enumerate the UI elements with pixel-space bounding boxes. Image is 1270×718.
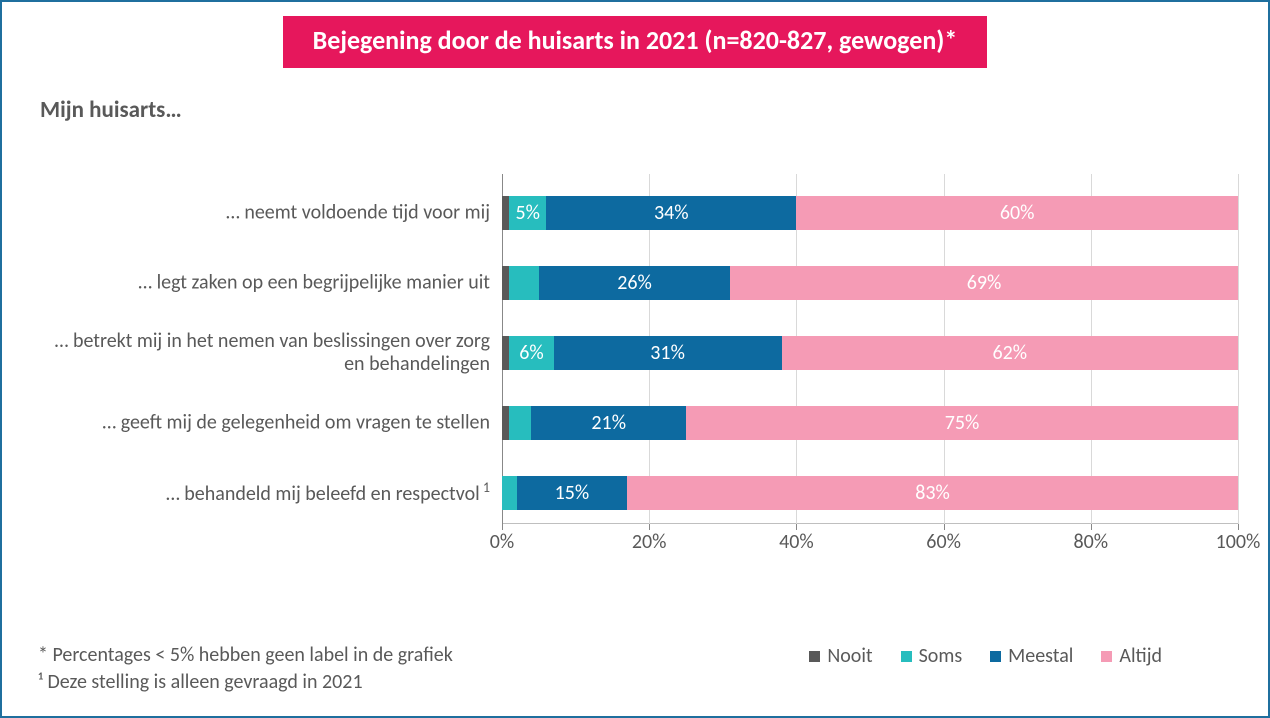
x-tick-label: 100% bbox=[1216, 530, 1261, 554]
bar-row: 21%75% bbox=[502, 406, 1238, 440]
bar-row: 5%34%60% bbox=[502, 196, 1238, 230]
bar-segment-meestal: 21% bbox=[531, 406, 686, 440]
bar-segment-altijd: 69% bbox=[730, 266, 1238, 300]
footnote-line: * Percentages < 5% hebben geen label in … bbox=[38, 642, 453, 669]
legend-item-nooit: Nooit bbox=[809, 644, 872, 668]
bar-row: 15%83% bbox=[502, 476, 1238, 510]
x-axis-line bbox=[502, 523, 1238, 524]
legend-item-altijd: Altijd bbox=[1101, 644, 1162, 668]
bar-row: 6%31%62% bbox=[502, 336, 1238, 370]
bar-segment-altijd: 62% bbox=[782, 336, 1238, 370]
category-label: … neemt voldoende tijd voor mij bbox=[50, 202, 490, 225]
legend-label: Soms bbox=[919, 644, 963, 668]
x-tick-label: 20% bbox=[632, 530, 667, 554]
legend-item-soms: Soms bbox=[901, 644, 963, 668]
legend-label: Meestal bbox=[1008, 644, 1073, 668]
legend-item-meestal: Meestal bbox=[990, 644, 1073, 668]
bar-segment-soms: 6% bbox=[509, 336, 553, 370]
legend-swatch bbox=[901, 651, 912, 662]
bar-segment-soms bbox=[509, 266, 538, 300]
chart-area: … neemt voldoende tijd voor mij … legt za… bbox=[32, 174, 1238, 554]
bar-row: 26%69% bbox=[502, 266, 1238, 300]
plot-area: 0%20%40%60%80%100%5%34%60%26%69%6%31%62%… bbox=[502, 174, 1238, 554]
chart-subtitle: Mijn huisarts… bbox=[40, 96, 1238, 124]
legend-swatch bbox=[809, 651, 820, 662]
bar-segment-altijd: 60% bbox=[796, 196, 1238, 230]
bar-segment-meestal: 26% bbox=[539, 266, 730, 300]
footnote-line: ¹ Deze stelling is alleen gevraagd in 20… bbox=[38, 669, 453, 696]
x-tick-label: 60% bbox=[926, 530, 961, 554]
bar-segment-nooit bbox=[502, 406, 509, 440]
x-tick-label: 0% bbox=[490, 530, 514, 554]
bar-segment-meestal: 15% bbox=[517, 476, 627, 510]
bar-segment-meestal: 34% bbox=[546, 196, 796, 230]
gridline bbox=[1238, 174, 1239, 524]
x-tick-label: 80% bbox=[1074, 530, 1109, 554]
category-label: … legt zaken op een begrijpelijke manier… bbox=[50, 272, 490, 295]
legend: Nooit Soms Meestal Altijd bbox=[809, 644, 1162, 668]
bar-segment-altijd: 83% bbox=[627, 476, 1238, 510]
footnotes: * Percentages < 5% hebben geen label in … bbox=[38, 642, 453, 696]
legend-swatch bbox=[1101, 651, 1112, 662]
bar-segment-nooit bbox=[502, 336, 509, 370]
legend-swatch bbox=[990, 651, 1001, 662]
chart-frame: Bejegening door de huisarts in 2021 (n=8… bbox=[0, 0, 1270, 718]
bar-segment-nooit bbox=[502, 196, 509, 230]
bar-segment-nooit bbox=[502, 266, 509, 300]
category-label: … geeft mij de gelegenheid om vragen te … bbox=[50, 412, 490, 435]
bar-segment-soms: 5% bbox=[509, 196, 546, 230]
bar-segment-altijd: 75% bbox=[686, 406, 1238, 440]
category-label: … behandeld mij beleefd en respectvol 1 bbox=[50, 480, 490, 506]
chart-footer: * Percentages < 5% hebben geen label in … bbox=[38, 642, 1232, 696]
bar-segment-meestal: 31% bbox=[554, 336, 782, 370]
x-tick-label: 40% bbox=[779, 530, 814, 554]
category-label: … betrekt mij in het nemen van beslissin… bbox=[50, 330, 490, 376]
y-axis-labels: … neemt voldoende tijd voor mij … legt za… bbox=[32, 174, 502, 554]
bar-segment-soms bbox=[502, 476, 517, 510]
legend-label: Altijd bbox=[1119, 644, 1162, 668]
chart-title: Bejegening door de huisarts in 2021 (n=8… bbox=[313, 24, 958, 56]
chart-title-banner: Bejegening door de huisarts in 2021 (n=8… bbox=[283, 16, 988, 68]
bar-segment-soms bbox=[509, 406, 531, 440]
legend-label: Nooit bbox=[827, 644, 872, 668]
